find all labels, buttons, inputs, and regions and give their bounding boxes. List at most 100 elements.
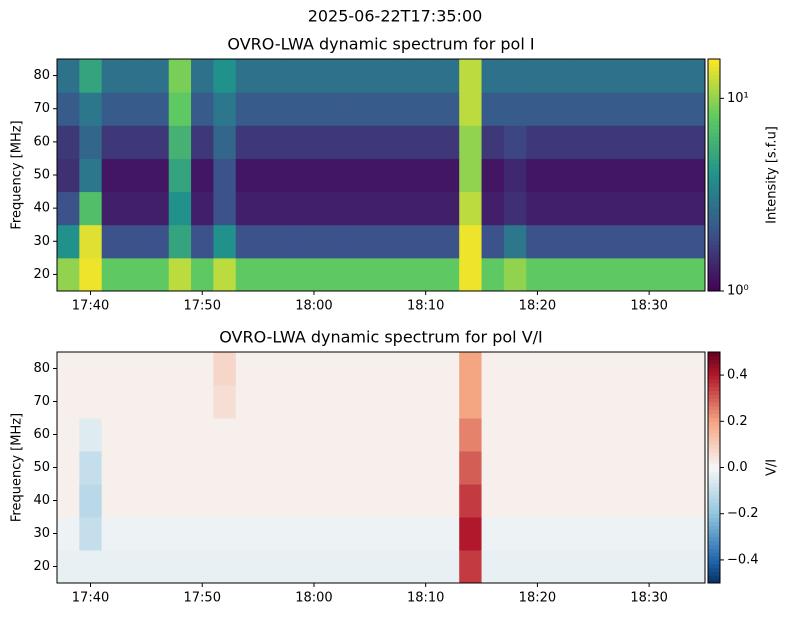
- heatmap-cell: [637, 191, 661, 226]
- colorbar-step: [708, 382, 720, 388]
- heatmap-cell: [503, 257, 527, 292]
- colorbar-step: [708, 579, 720, 584]
- heatmap-cell: [660, 451, 684, 485]
- heatmap-cell: [280, 92, 304, 126]
- heatmap-cell: [637, 257, 661, 292]
- heatmap-cell: [459, 385, 483, 419]
- heatmap-cell: [191, 257, 214, 292]
- heatmap-cell: [191, 125, 214, 159]
- heatmap-cell: [615, 451, 639, 485]
- colorbar-step: [708, 78, 720, 83]
- heatmap-cell: [302, 385, 326, 419]
- heatmap-cell: [526, 257, 550, 292]
- heatmap-cell: [258, 158, 281, 193]
- heatmap-cell: [570, 59, 594, 93]
- heatmap-cell: [436, 385, 460, 419]
- heatmap-cell: [57, 191, 80, 226]
- heatmap-cell: [682, 451, 706, 485]
- colorbar-step: [708, 448, 720, 453]
- heatmap-cell: [570, 517, 594, 551]
- heatmap-cell: [392, 550, 416, 584]
- heatmap-cell: [213, 257, 237, 292]
- heatmap-cell: [101, 158, 125, 193]
- heatmap-cell: [593, 385, 617, 419]
- heatmap: [57, 352, 706, 584]
- heatmap-cell: [570, 191, 594, 226]
- colorbar-step: [708, 375, 720, 380]
- heatmap-cell: [146, 224, 170, 259]
- heatmap-cell: [369, 59, 393, 93]
- y-tick-label: 40: [33, 201, 50, 216]
- heatmap-cell: [258, 92, 281, 126]
- colorbar-step: [708, 459, 720, 465]
- heatmap-cell: [615, 59, 639, 93]
- colorbar-step: [708, 113, 720, 118]
- colorbar-step: [708, 556, 720, 561]
- colorbar-step: [708, 140, 720, 145]
- heatmap-cell: [235, 92, 259, 126]
- colorbar-step: [708, 413, 720, 418]
- heatmap-cell: [436, 125, 460, 159]
- heatmap-cell: [481, 59, 505, 93]
- heatmap-cell: [191, 352, 214, 386]
- heatmap-cell: [57, 385, 80, 419]
- heatmap-cell: [436, 451, 460, 485]
- heatmap-cell: [682, 92, 706, 126]
- colorbar-step: [708, 236, 720, 242]
- colorbar-step: [708, 287, 720, 292]
- heatmap-cell: [347, 451, 371, 485]
- heatmap-cell: [325, 191, 348, 226]
- heatmap-cell: [414, 257, 438, 292]
- heatmap-cell: [213, 550, 237, 584]
- heatmap-cell: [280, 484, 304, 518]
- heatmap-cell: [168, 418, 192, 452]
- heatmap-cell: [503, 191, 527, 226]
- heatmap-cell: [347, 385, 371, 419]
- colorbar-step: [708, 575, 720, 580]
- y-tick-label: 20: [33, 559, 50, 574]
- heatmap-cell: [414, 59, 438, 93]
- heatmap-cell: [79, 224, 103, 259]
- colorbar-step: [708, 229, 720, 234]
- colorbar-step: [708, 101, 720, 106]
- heatmap-cell: [191, 550, 214, 584]
- heatmap-cell: [325, 92, 348, 126]
- heatmap-cell: [682, 484, 706, 518]
- heatmap: [57, 59, 706, 292]
- heatmap-cell: [570, 125, 594, 159]
- colorbar-step: [708, 279, 720, 284]
- heatmap-cell: [593, 257, 617, 292]
- heatmap-cell: [101, 385, 125, 419]
- heatmap-cell: [392, 191, 416, 226]
- heatmap-cell: [124, 59, 147, 93]
- colorbar-step: [708, 260, 720, 265]
- colorbar-step: [708, 89, 720, 95]
- colorbar-step: [708, 93, 720, 99]
- heatmap-cell: [302, 257, 326, 292]
- heatmap-cell: [302, 517, 326, 551]
- heatmap-cell: [325, 224, 348, 259]
- heatmap-cell: [325, 550, 348, 584]
- heatmap-cell: [593, 92, 617, 126]
- heatmap-cell: [280, 59, 304, 93]
- heatmap-cell: [168, 484, 192, 518]
- heatmap-cell: [369, 352, 393, 386]
- colorbar-step: [708, 536, 720, 542]
- heatmap-cell: [436, 92, 460, 126]
- colorbar-step: [708, 136, 720, 141]
- colorbar-step: [708, 563, 720, 569]
- heatmap-cell: [637, 418, 661, 452]
- heatmap-cell: [481, 191, 505, 226]
- colorbar-step: [708, 390, 720, 395]
- heatmap-cell: [79, 352, 103, 386]
- heatmap-cell: [459, 92, 483, 126]
- heatmap-cell: [258, 418, 281, 452]
- heatmap-cell: [526, 224, 550, 259]
- colorbar-label: Intensity [s.f.u]: [765, 126, 780, 224]
- heatmap-cell: [660, 385, 684, 419]
- heatmap-cell: [414, 484, 438, 518]
- heatmap-cell: [414, 125, 438, 159]
- heatmap-cell: [436, 191, 460, 226]
- heatmap-cell: [235, 385, 259, 419]
- heatmap-cell: [101, 451, 125, 485]
